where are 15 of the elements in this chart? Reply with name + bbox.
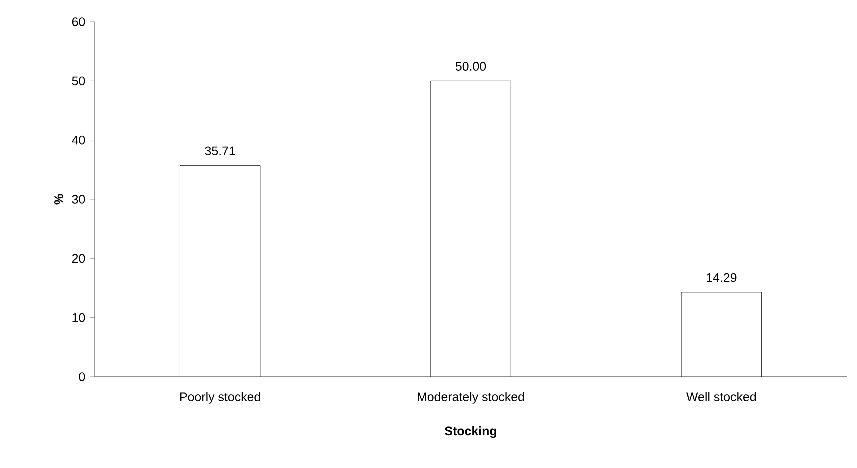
y-tick-label: 50 (72, 76, 86, 86)
y-tick-label: 0 (79, 372, 86, 382)
y-tick-label: 60 (72, 18, 86, 26)
y-tick-label: 20 (72, 254, 86, 264)
y-tick-label: 30 (72, 195, 86, 204)
data-label: 50.00 (456, 62, 486, 71)
data-label: 14.29 (707, 273, 737, 282)
x-axis-title: Stocking (445, 426, 496, 438)
y-tick-label: 40 (72, 136, 86, 145)
x-tick-label: Well stocked (686, 392, 756, 402)
data-label: 35.71 (205, 146, 236, 156)
y-axis-title: % (54, 194, 64, 205)
x-tick-label: Moderately stocked (418, 392, 524, 404)
y-tick-label: 10 (72, 313, 86, 322)
x-tick-label: Poorly stocked (180, 392, 260, 404)
